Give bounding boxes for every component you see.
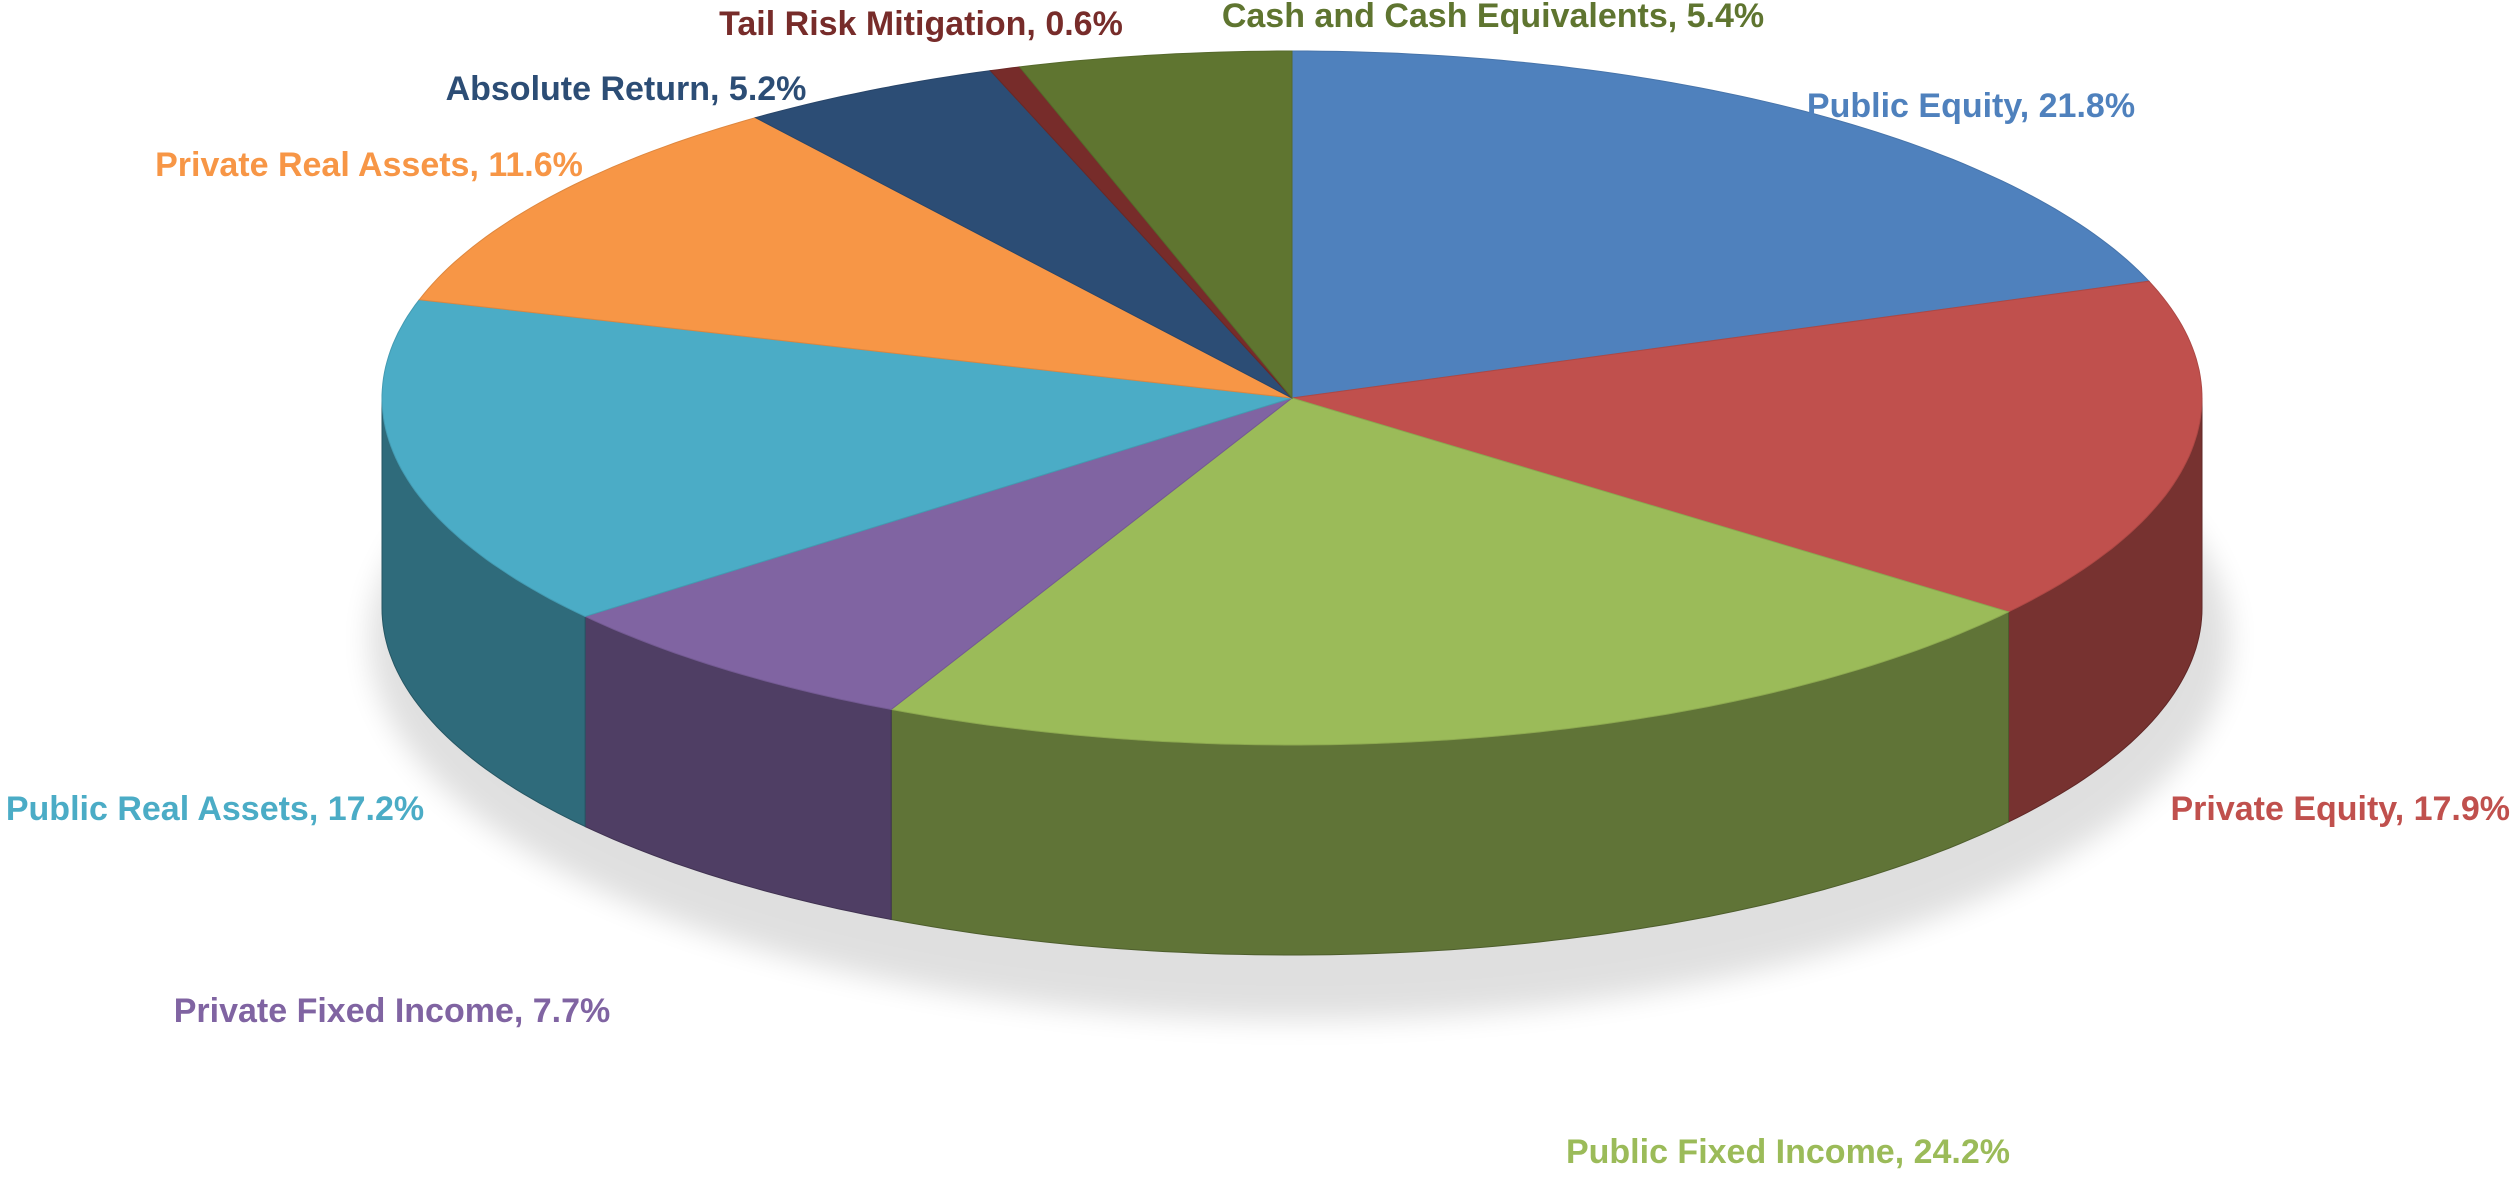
data-label: Public Fixed Income, 24.2%Public Fixed I… — [1566, 1133, 2010, 1171]
slice — [754, 70, 1293, 399]
slice — [1018, 50, 1293, 400]
data-label: Private Equity, 17.9%Private Equity — [2170, 790, 2510, 828]
slice — [583, 397, 1293, 711]
data-label: Private Fixed Income, 7.7%Private Fixed … — [174, 992, 611, 1030]
slice — [1291, 50, 2150, 399]
data-label: Public Equity, 21.8%Public Equity — [1807, 87, 2135, 125]
slice — [418, 117, 1293, 399]
slice — [381, 299, 1293, 618]
data-label: Cash and Cash Equivalents, 5.4%Cash and … — [1222, 0, 1764, 35]
slice — [1291, 280, 2203, 613]
data-label: Absolute Return, 5.2%Absolute Return — [446, 70, 807, 108]
slice — [890, 397, 2010, 746]
data-label: Tail Risk Mitigation, 0.6%Tail Risk Miti… — [719, 5, 1123, 43]
data-label: Public Real Assets, 17.2%Public Real Ass… — [6, 790, 424, 828]
data-label: Private Real Assets, 11.6%Private Real A… — [155, 146, 583, 184]
